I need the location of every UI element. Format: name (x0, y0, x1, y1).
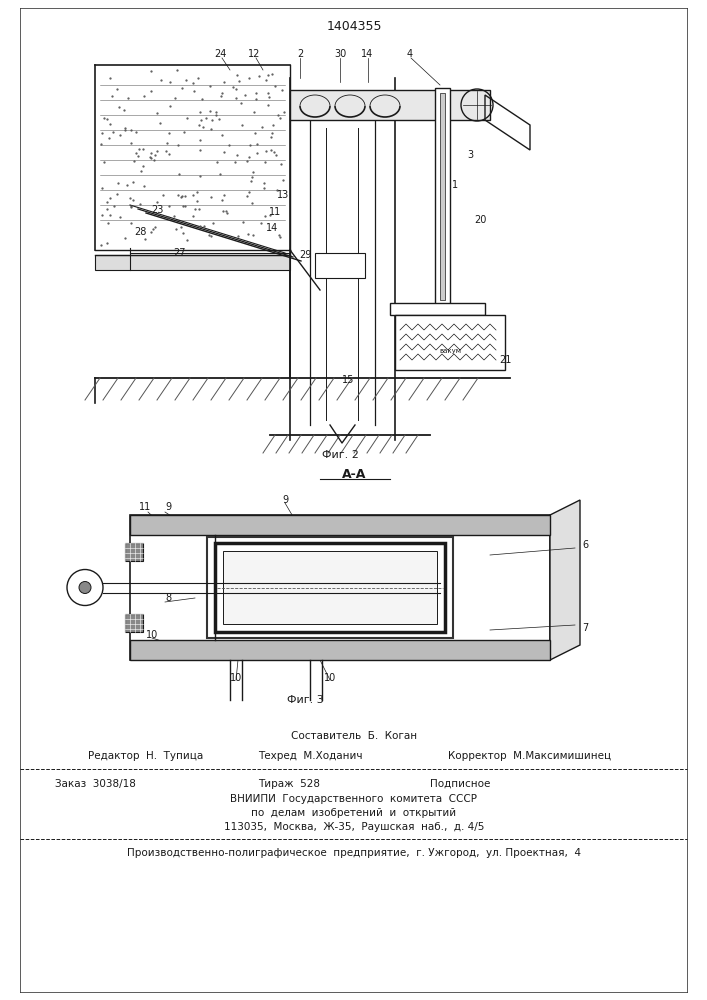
Text: 21: 21 (499, 355, 511, 365)
Bar (130, 515, 550, 535)
Bar (390, 303, 485, 315)
Text: ВНИИПИ  Государственного  комитета  СССР: ВНИИПИ Государственного комитета СССР (230, 794, 477, 804)
Text: Фиг. 3: Фиг. 3 (286, 695, 323, 705)
Text: 10: 10 (146, 630, 158, 640)
Text: Техред  М.Ходанич: Техред М.Ходанич (258, 751, 363, 761)
Bar (215, 543, 445, 632)
Text: Заказ  3038/18: Заказ 3038/18 (55, 779, 136, 789)
Text: 2: 2 (297, 49, 303, 59)
Text: 10: 10 (324, 673, 336, 683)
Text: 20: 20 (474, 215, 486, 225)
Bar (130, 640, 550, 660)
Text: Тираж  528: Тираж 528 (258, 779, 320, 789)
Text: Производственно-полиграфическое  предприятие,  г. Ужгород,  ул. Проектная,  4: Производственно-полиграфическое предприя… (127, 848, 581, 858)
Bar (290, 90, 490, 120)
Text: 29: 29 (299, 250, 311, 260)
Text: 11: 11 (139, 502, 151, 512)
Text: 3: 3 (467, 150, 473, 160)
Bar (130, 515, 550, 660)
Bar (223, 551, 437, 624)
Bar (125, 614, 143, 632)
Text: Подписное: Подписное (430, 779, 491, 789)
Polygon shape (550, 500, 580, 660)
Text: 10: 10 (230, 673, 242, 683)
Text: 7: 7 (582, 623, 588, 633)
Text: Составитель  Б.  Коган: Составитель Б. Коган (291, 731, 417, 741)
Bar (395, 315, 505, 370)
Text: 14: 14 (361, 49, 373, 59)
Text: вакум: вакум (439, 348, 461, 354)
Text: 23: 23 (151, 205, 163, 215)
Text: 12: 12 (248, 49, 260, 59)
Bar (435, 88, 450, 305)
Text: 14: 14 (266, 223, 278, 233)
Text: 9: 9 (165, 502, 171, 512)
Text: 1404355: 1404355 (326, 20, 382, 33)
Bar (207, 537, 453, 638)
Text: 15: 15 (341, 375, 354, 385)
Bar (95, 255, 290, 270)
Text: Редактор  Н.  Тупица: Редактор Н. Тупица (88, 751, 203, 761)
Text: 13: 13 (277, 190, 289, 200)
Text: 28: 28 (134, 227, 146, 237)
Text: 27: 27 (174, 248, 186, 258)
Text: 6: 6 (582, 540, 588, 550)
Text: 9: 9 (282, 495, 288, 505)
Text: Фиг. 2: Фиг. 2 (322, 450, 358, 460)
Text: А-А: А-А (341, 468, 366, 482)
Text: Корректор  М.Максимишинец: Корректор М.Максимишинец (448, 751, 611, 761)
Text: 1: 1 (452, 180, 458, 190)
Circle shape (67, 570, 103, 605)
Text: 11: 11 (269, 207, 281, 217)
Text: 4: 4 (407, 49, 413, 59)
Bar (125, 543, 143, 561)
Bar (440, 93, 445, 300)
Circle shape (79, 582, 91, 593)
Text: 113035,  Москва,  Ж-35,  Раушская  наб.,  д. 4/5: 113035, Москва, Ж-35, Раушская наб., д. … (224, 822, 484, 832)
Text: по  делам  изобретений  и  открытий: по делам изобретений и открытий (252, 808, 457, 818)
Text: 30: 30 (334, 49, 346, 59)
Text: 8: 8 (165, 593, 171, 603)
Text: 24: 24 (214, 49, 226, 59)
Bar (315, 253, 365, 278)
